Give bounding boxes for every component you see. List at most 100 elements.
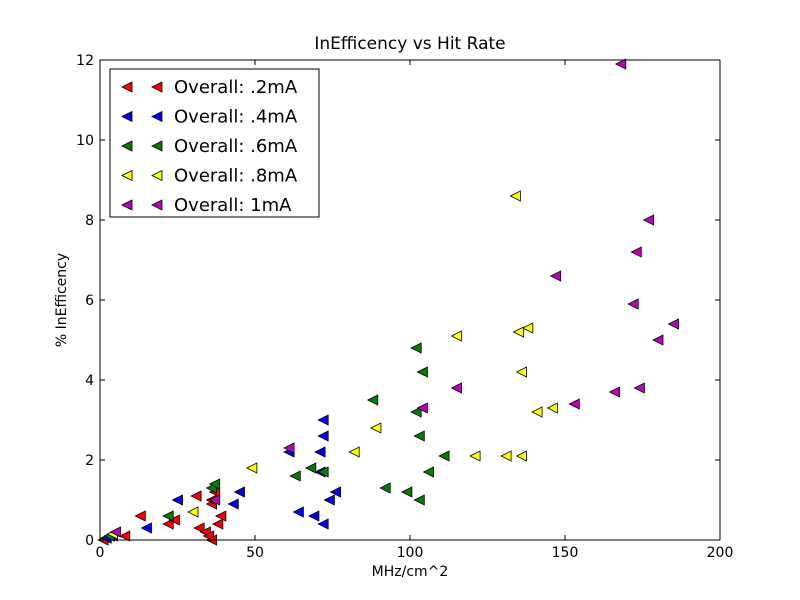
data-point — [162, 510, 174, 522]
data-point — [627, 298, 639, 310]
series-4 — [109, 58, 679, 538]
data-point — [379, 482, 391, 494]
data-point — [292, 506, 304, 518]
data-point — [314, 446, 326, 458]
data-point — [171, 494, 183, 506]
x-tick-label: 200 — [707, 545, 734, 561]
data-point — [515, 450, 527, 462]
legend-marker — [121, 81, 133, 93]
y-tick-label: 4 — [85, 373, 94, 389]
data-point — [422, 466, 434, 478]
legend-box — [109, 68, 320, 218]
data-point — [215, 510, 227, 522]
data-point — [193, 522, 205, 534]
data-point — [246, 462, 258, 474]
data-point — [118, 530, 131, 542]
data-point — [134, 510, 146, 522]
x-tick-label: 100 — [397, 545, 424, 561]
data-point — [450, 382, 462, 394]
data-point — [289, 470, 301, 482]
data-point — [450, 330, 462, 342]
legend-marker — [121, 140, 133, 152]
data-point — [500, 450, 512, 462]
plot-frame — [99, 59, 721, 541]
data-point — [413, 494, 425, 506]
data-point — [633, 382, 645, 394]
data-point — [187, 506, 199, 518]
chart-title: InEfficency vs Hit Rate — [314, 34, 505, 54]
data-point — [317, 466, 329, 478]
y-tick-label: 2 — [85, 453, 94, 469]
data-point — [348, 446, 360, 458]
data-point — [308, 510, 320, 522]
data-point — [512, 326, 524, 338]
legend-marker — [121, 110, 133, 123]
data-point — [304, 462, 317, 474]
data-point — [211, 518, 224, 530]
data-point — [317, 430, 329, 442]
data-point — [413, 430, 425, 442]
legend-marker — [151, 81, 163, 93]
data-point — [549, 270, 562, 282]
data-point — [515, 366, 527, 378]
x-axis-label: MHz/cm^2 — [372, 564, 449, 580]
series-2 — [103, 342, 450, 542]
data-point — [227, 498, 239, 510]
data-point — [546, 402, 558, 414]
legend-label: Overall: .4mA — [174, 107, 298, 128]
y-tick-label: 10 — [76, 133, 94, 149]
data-point — [469, 450, 481, 462]
x-tick-label: 150 — [552, 545, 579, 561]
legend-marker — [121, 169, 133, 182]
data-point — [608, 386, 620, 398]
x-tick-label: 0 — [96, 545, 105, 561]
data-point — [168, 514, 180, 526]
data-point — [568, 398, 580, 410]
data-point — [652, 334, 664, 346]
data-point — [531, 406, 543, 418]
data-point — [208, 478, 221, 490]
y-axis-label: % InEfficency — [54, 253, 70, 347]
legend-label: Overall: .6mA — [174, 136, 298, 157]
data-points — [97, 58, 679, 546]
x-tick-label: 50 — [246, 545, 264, 561]
data-point — [410, 406, 422, 418]
data-point — [190, 490, 202, 502]
data-point — [614, 58, 627, 70]
data-point — [162, 518, 174, 530]
y-tick-label: 12 — [76, 53, 94, 69]
data-point — [521, 322, 534, 334]
legend-marker — [151, 199, 163, 211]
data-point — [416, 402, 428, 414]
data-point — [317, 414, 329, 426]
data-point — [438, 450, 450, 462]
axis-ticks: 0 50 100 150 200 0 2 4 6 8 10 12 — [76, 53, 733, 561]
data-point — [233, 486, 245, 498]
data-point — [366, 394, 379, 406]
data-point — [401, 486, 413, 498]
data-point — [323, 494, 335, 506]
legend-marker — [151, 110, 163, 123]
data-point — [370, 422, 382, 434]
legend-label: Overall: .2mA — [174, 77, 298, 98]
data-point — [317, 518, 329, 530]
y-tick-label: 6 — [85, 293, 94, 309]
legend-marker — [121, 199, 133, 211]
legend-marker — [151, 169, 163, 182]
data-point — [630, 246, 642, 258]
data-point — [329, 486, 341, 498]
y-tick-label: 0 — [85, 533, 94, 549]
legend-label: Overall: .8mA — [174, 166, 298, 187]
data-point — [642, 214, 655, 226]
legend-label: Overall: 1mA — [174, 195, 292, 216]
y-tick-label: 8 — [85, 213, 94, 229]
data-point — [208, 494, 221, 506]
data-point — [109, 526, 121, 538]
data-point — [509, 190, 521, 202]
legend: Overall: .2mA Overall: .4mA Overall: .6mA O… — [109, 68, 320, 218]
data-point — [410, 342, 422, 354]
legend-marker — [151, 140, 163, 152]
data-point — [283, 442, 295, 454]
data-point — [140, 522, 152, 534]
